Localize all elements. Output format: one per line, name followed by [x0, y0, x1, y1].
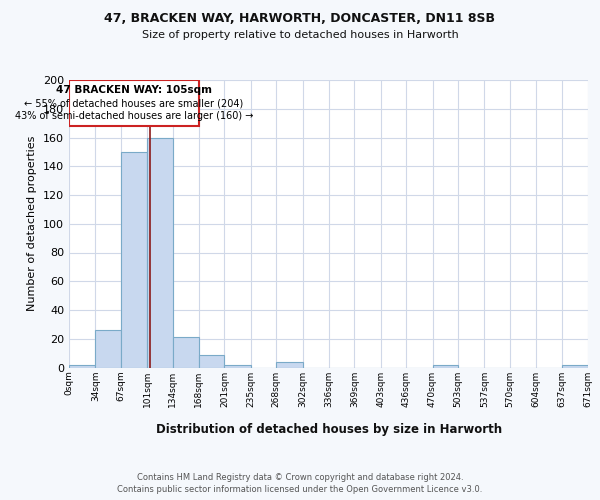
Text: 47 BRACKEN WAY: 105sqm: 47 BRACKEN WAY: 105sqm	[56, 85, 212, 95]
Text: 47, BRACKEN WAY, HARWORTH, DONCASTER, DN11 8SB: 47, BRACKEN WAY, HARWORTH, DONCASTER, DN…	[104, 12, 496, 26]
Bar	[147, 138, 173, 368]
Bar	[433, 364, 458, 368]
Bar	[276, 362, 302, 368]
Bar	[173, 338, 199, 368]
Text: Size of property relative to detached houses in Harworth: Size of property relative to detached ho…	[142, 30, 458, 40]
Text: Contains HM Land Registry data © Crown copyright and database right 2024.: Contains HM Land Registry data © Crown c…	[137, 472, 463, 482]
Bar	[199, 354, 224, 368]
Bar	[95, 330, 121, 368]
Y-axis label: Number of detached properties: Number of detached properties	[28, 136, 37, 312]
Text: Contains public sector information licensed under the Open Government Licence v3: Contains public sector information licen…	[118, 485, 482, 494]
Text: 43% of semi-detached houses are larger (160) →: 43% of semi-detached houses are larger (…	[15, 112, 253, 122]
Bar	[69, 364, 95, 368]
Bar	[562, 364, 588, 368]
Bar	[224, 364, 251, 368]
Bar	[121, 152, 147, 368]
Text: Distribution of detached houses by size in Harworth: Distribution of detached houses by size …	[156, 422, 502, 436]
Bar	[69, 80, 199, 126]
Text: ← 55% of detached houses are smaller (204): ← 55% of detached houses are smaller (20…	[25, 98, 244, 108]
